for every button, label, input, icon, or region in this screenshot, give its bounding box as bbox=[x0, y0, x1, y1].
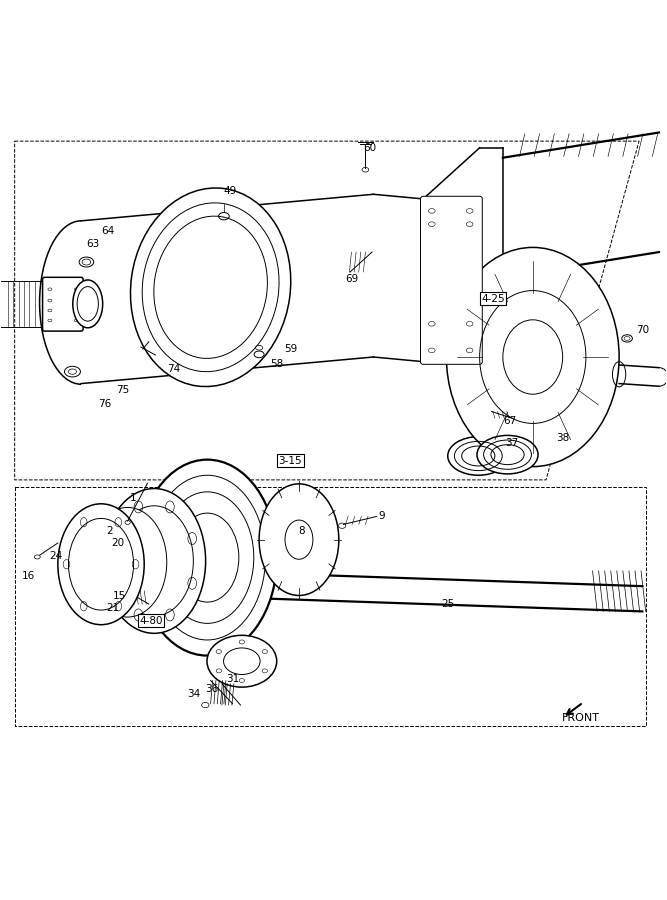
Text: 58: 58 bbox=[270, 359, 283, 369]
Text: FRONT: FRONT bbox=[562, 714, 600, 724]
Text: 34: 34 bbox=[187, 689, 201, 699]
Text: 67: 67 bbox=[503, 417, 516, 427]
Text: 69: 69 bbox=[345, 274, 358, 284]
Ellipse shape bbox=[137, 460, 277, 655]
Text: 16: 16 bbox=[21, 572, 35, 581]
Ellipse shape bbox=[65, 366, 81, 377]
Text: 31: 31 bbox=[226, 674, 239, 684]
Ellipse shape bbox=[89, 508, 167, 617]
Text: 38: 38 bbox=[556, 433, 569, 443]
Text: 1: 1 bbox=[129, 493, 136, 503]
FancyBboxPatch shape bbox=[43, 277, 83, 331]
Ellipse shape bbox=[73, 280, 103, 328]
Text: 21: 21 bbox=[106, 603, 119, 613]
Text: 24: 24 bbox=[49, 552, 63, 562]
Text: 20: 20 bbox=[111, 538, 124, 548]
Ellipse shape bbox=[446, 248, 619, 466]
Ellipse shape bbox=[207, 635, 277, 687]
Ellipse shape bbox=[58, 504, 144, 625]
Text: 76: 76 bbox=[98, 400, 111, 410]
Text: 8: 8 bbox=[298, 526, 305, 536]
Text: 2: 2 bbox=[106, 526, 113, 536]
Text: 64: 64 bbox=[101, 226, 114, 236]
Text: 37: 37 bbox=[505, 438, 518, 448]
Text: 74: 74 bbox=[167, 364, 181, 374]
Text: 3-15: 3-15 bbox=[279, 455, 302, 465]
Text: 63: 63 bbox=[87, 239, 99, 249]
FancyBboxPatch shape bbox=[420, 196, 482, 364]
Text: 25: 25 bbox=[441, 599, 454, 609]
Text: 60: 60 bbox=[364, 143, 377, 153]
Text: 75: 75 bbox=[115, 385, 129, 395]
Text: 49: 49 bbox=[224, 186, 237, 196]
Ellipse shape bbox=[259, 484, 339, 596]
Ellipse shape bbox=[131, 188, 291, 387]
Ellipse shape bbox=[103, 489, 205, 634]
Text: 15: 15 bbox=[113, 591, 126, 601]
Text: 59: 59 bbox=[283, 344, 297, 354]
Ellipse shape bbox=[448, 436, 509, 475]
Text: 4-25: 4-25 bbox=[481, 293, 505, 303]
Text: 36: 36 bbox=[205, 684, 218, 694]
Text: 70: 70 bbox=[636, 326, 649, 336]
Text: 4-80: 4-80 bbox=[139, 616, 163, 625]
Ellipse shape bbox=[477, 436, 538, 474]
Ellipse shape bbox=[79, 257, 94, 267]
Ellipse shape bbox=[622, 335, 632, 342]
Text: 9: 9 bbox=[378, 511, 385, 521]
Ellipse shape bbox=[254, 351, 264, 357]
